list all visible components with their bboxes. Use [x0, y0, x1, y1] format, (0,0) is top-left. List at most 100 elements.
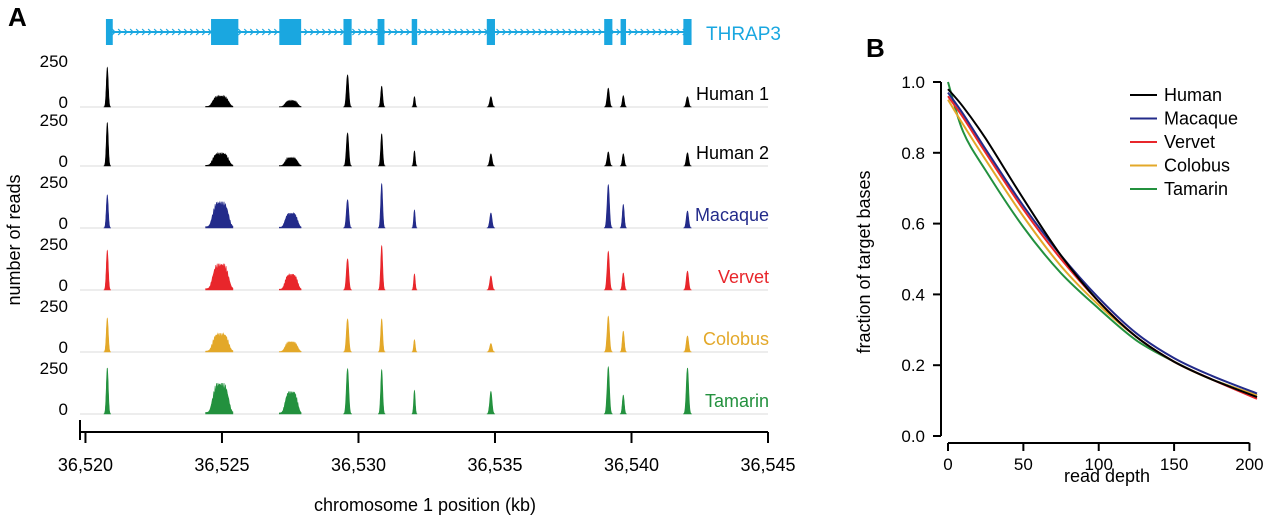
track-y-tick-0: 0	[59, 152, 68, 171]
gene-exon	[211, 19, 239, 45]
gene-strand-chevron	[532, 28, 537, 36]
gene-strand-chevron	[129, 28, 134, 36]
coverage-peak	[279, 211, 302, 229]
gene-strand-chevron	[201, 28, 207, 36]
gene-strand-chevron	[387, 28, 393, 36]
coverage-peak	[619, 203, 627, 229]
gene-strand-chevron	[147, 28, 153, 36]
coverage-peak	[411, 273, 418, 291]
gene-strand-chevron	[153, 28, 159, 36]
panel-b-axes: 1.0 0.8 0.6 0.4 0.2 0.0 0 50 100 150 200	[901, 73, 1263, 474]
gene-strand-chevron	[400, 28, 405, 36]
track-y-tick-250: 250	[40, 111, 68, 130]
gene-strand-chevron	[369, 28, 375, 36]
coverage-peak	[343, 318, 352, 353]
gene-strand-chevron	[586, 28, 591, 36]
coverage-peak	[103, 194, 111, 229]
gene-strand-chevron	[502, 28, 507, 36]
track-label: Human 1	[696, 84, 769, 104]
gene-strand-chevron	[237, 28, 243, 36]
coverage-peak	[619, 330, 627, 353]
track-y-tick-0: 0	[59, 276, 68, 295]
coverage-peak	[486, 153, 495, 167]
coverage-peak	[343, 132, 352, 167]
gene-strand-chevron	[424, 28, 429, 36]
gene-strand-chevron	[568, 28, 573, 36]
coverage-peak	[205, 263, 234, 291]
track-label: Tamarin	[705, 391, 769, 411]
gene-strand-chevron	[466, 28, 471, 36]
gene-strand-chevron	[351, 28, 357, 36]
legend-entry-tamarin: Tamarin	[1130, 179, 1228, 199]
coverage-peak	[378, 133, 386, 167]
coverage-peak	[411, 389, 418, 415]
panel-b-legend: Human Macaque Vervet Colobus Tamarin	[1130, 85, 1238, 199]
gene-strand-chevron	[538, 28, 543, 36]
track-y-tick-250: 250	[40, 173, 68, 192]
track-label: Colobus	[703, 329, 769, 349]
coverage-peak	[103, 66, 111, 108]
panel-b-x-tick-label: 100	[1085, 455, 1113, 474]
coverage-peak	[619, 95, 627, 108]
gene-strand-chevron	[664, 28, 669, 36]
coverage-peak	[603, 250, 613, 291]
coverage-peak	[486, 96, 495, 108]
panel-a-x-axis: 36,520 36,525 36,530 36,535 36,540 36,545	[58, 420, 796, 475]
curve-macaque	[947, 92, 1258, 395]
gene-exon	[411, 19, 418, 45]
track-y-tick-250: 250	[40, 235, 68, 254]
coverage-peak	[619, 272, 627, 291]
gene-strand-chevron	[135, 28, 141, 36]
legend-label: Tamarin	[1164, 179, 1228, 199]
coverage-peak	[603, 315, 613, 353]
coverage-peak	[486, 343, 495, 353]
gene-exon	[279, 19, 302, 45]
gene-strand-chevron	[616, 28, 621, 36]
gene-strand-chevron	[442, 28, 447, 36]
coverage-peak	[205, 332, 234, 353]
curve-human	[947, 88, 1258, 399]
gene-exon	[377, 19, 385, 45]
panel-a-x-tick-label: 36,530	[331, 455, 386, 475]
gene-strand-chevron	[574, 28, 579, 36]
coverage-peak	[486, 212, 496, 229]
track-y-tick-0: 0	[59, 93, 68, 112]
curve-tamarin	[947, 81, 1258, 397]
gene-strand-chevron	[514, 28, 519, 36]
panel-b-y-tick-label: 0.8	[901, 144, 925, 163]
panel-b-x-tick-label: 200	[1235, 455, 1263, 474]
gene-strand-chevron	[177, 28, 183, 36]
panel-b-y-tick-label: 0.6	[901, 215, 925, 234]
coverage-peak	[683, 270, 692, 291]
gene-strand-chevron	[333, 28, 339, 36]
gene-strand-chevron	[363, 28, 369, 36]
coverage-peak	[343, 199, 352, 229]
gene-strand-chevron	[520, 28, 525, 36]
coverage-peak	[205, 94, 234, 108]
track-y-tick-0: 0	[59, 400, 68, 419]
gene-strand-chevron	[321, 28, 327, 36]
gene-strand-chevron	[460, 28, 465, 36]
coverage-peak	[378, 244, 386, 291]
gene-strand-chevron	[670, 28, 675, 36]
track-colobus: 250 0 Colobus	[40, 297, 769, 357]
gene-strand-chevron	[303, 28, 309, 36]
legend-entry-vervet: Vervet	[1130, 132, 1215, 152]
coverage-peak	[103, 317, 111, 353]
gene-strand-chevron	[676, 28, 681, 36]
gene-strand-chevron	[261, 28, 267, 36]
legend-label: Human	[1164, 85, 1222, 105]
coverage-peak	[486, 390, 496, 415]
track-tamarin: 250 0 Tamarin	[40, 359, 769, 419]
coverage-peak	[103, 367, 111, 415]
track-label: Vervet	[718, 267, 769, 287]
gene-strand-chevron	[646, 28, 651, 36]
gene-strand-chevron	[496, 28, 501, 36]
gene-strand-chevron	[430, 28, 435, 36]
panel-a-x-tick-label: 36,535	[467, 455, 522, 475]
panel-b-x-tick-label: 50	[1014, 455, 1033, 474]
coverage-peak	[279, 156, 302, 167]
panel-a-x-axis-label: chromosome 1 position (kb)	[314, 495, 536, 515]
